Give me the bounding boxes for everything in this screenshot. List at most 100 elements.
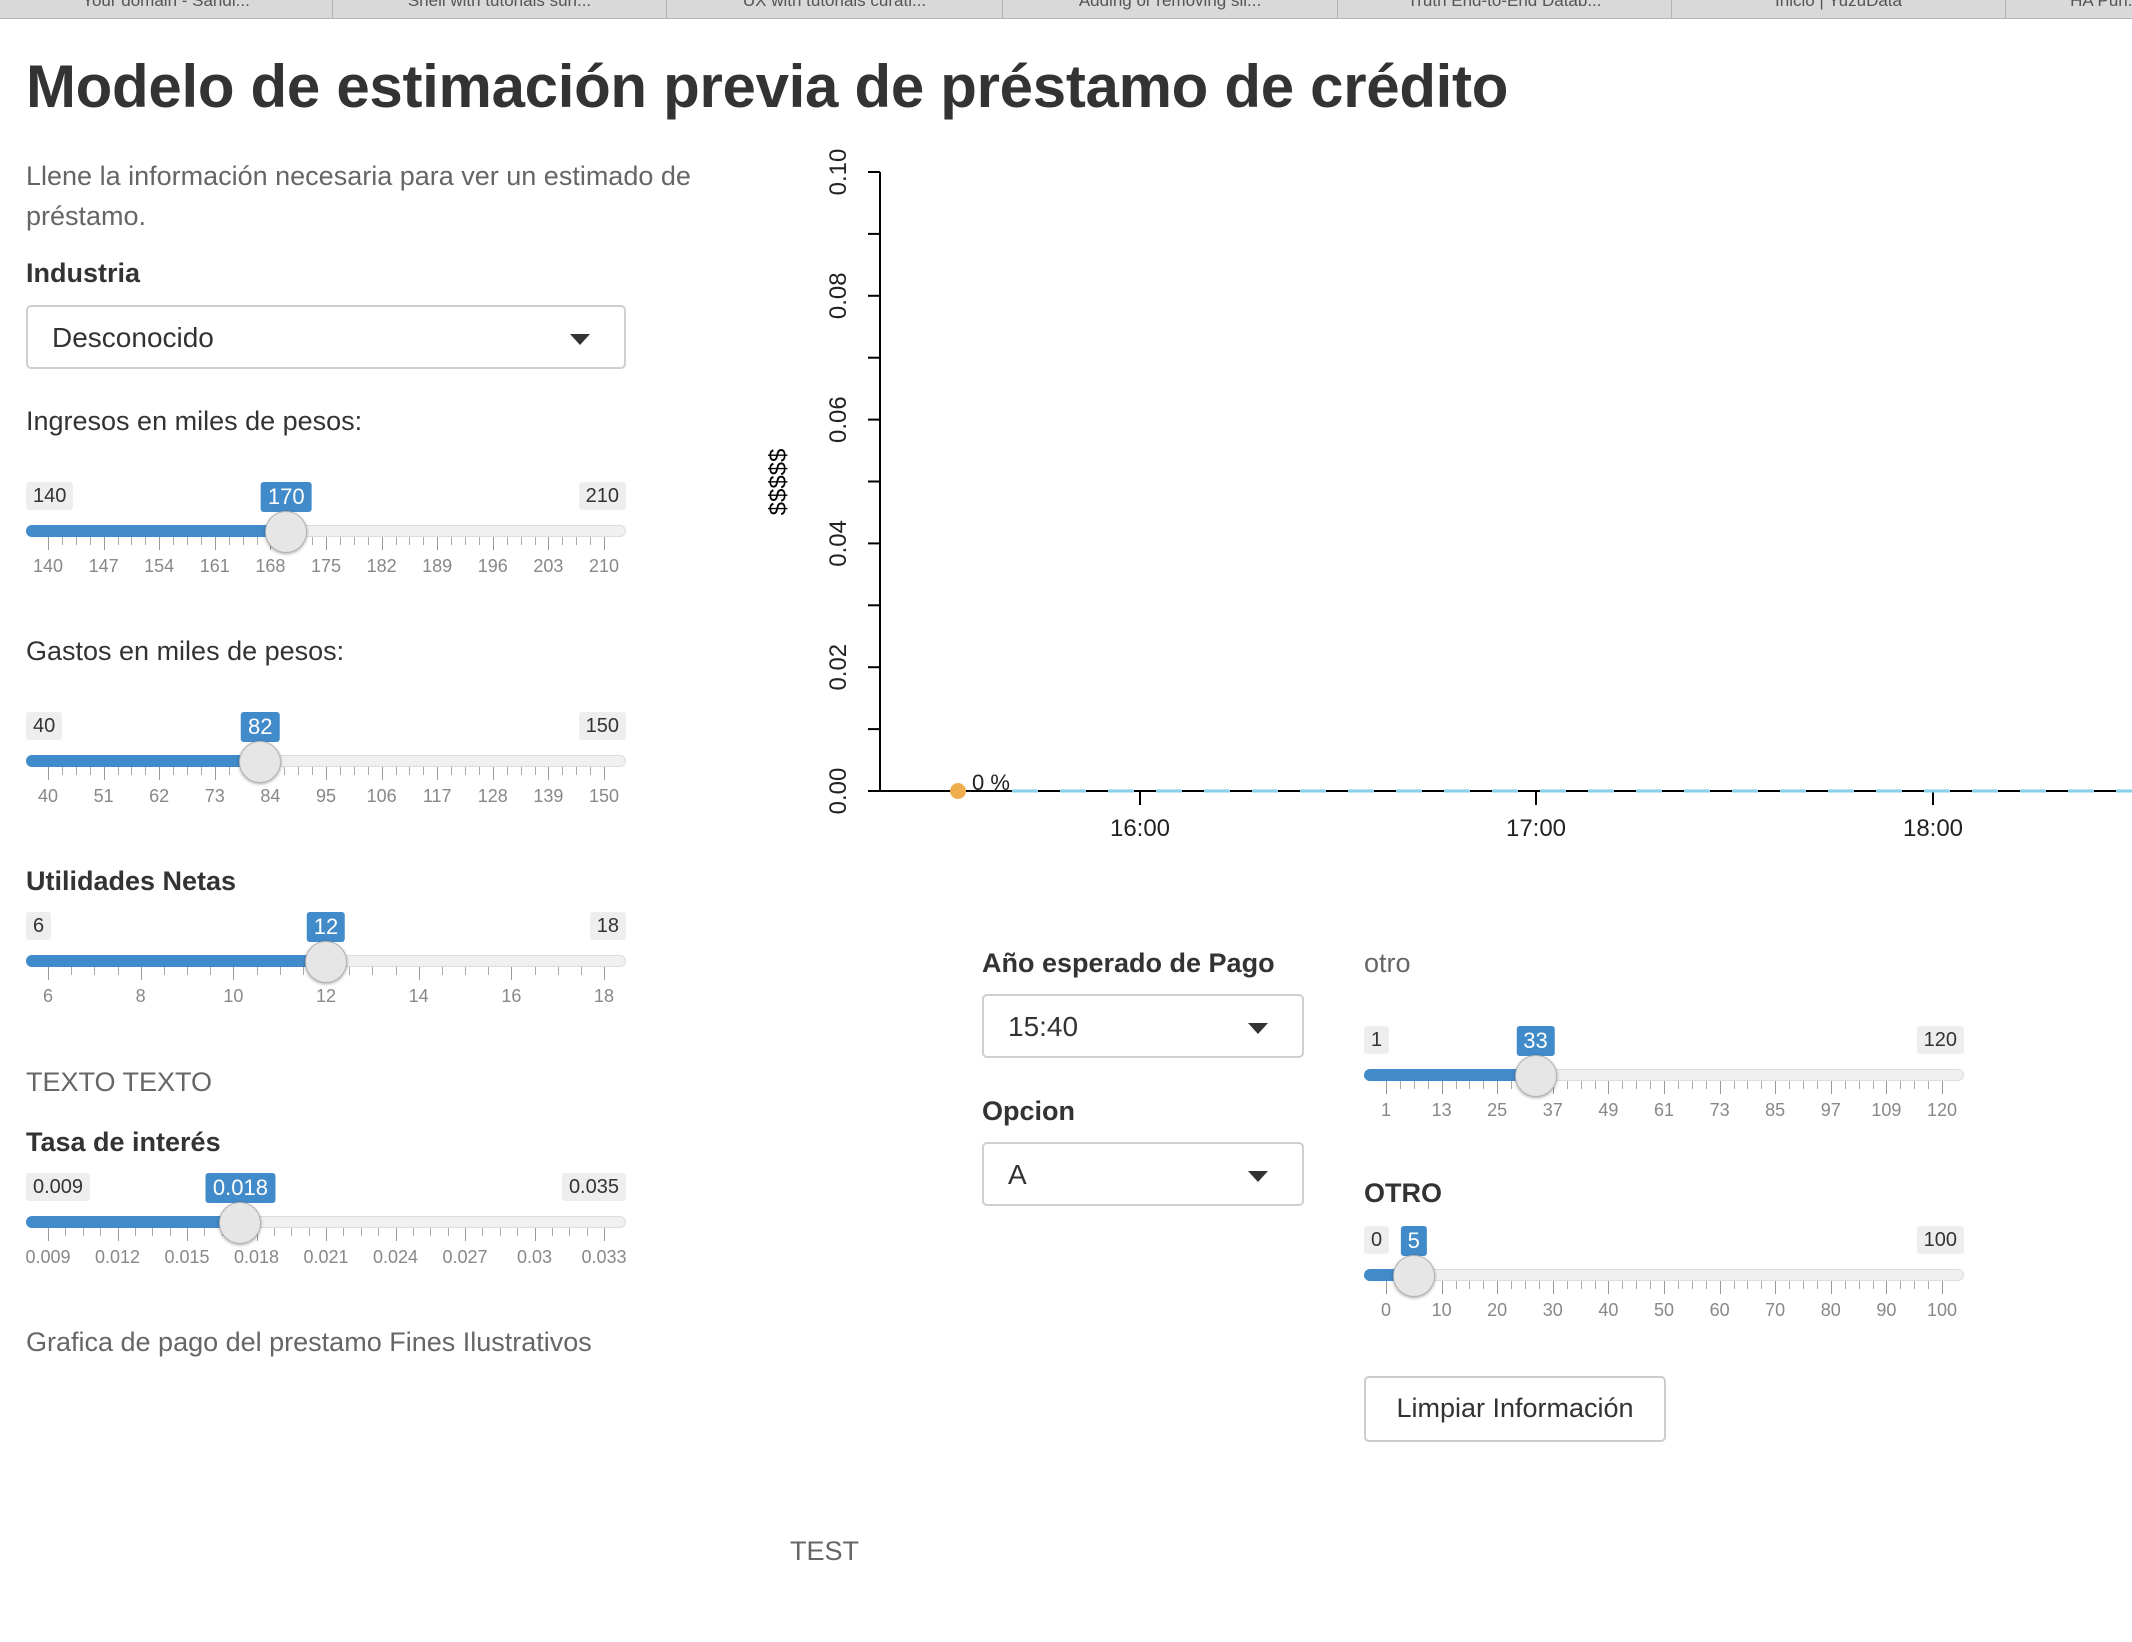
slider-minor-tick [1844,1281,1846,1289]
slider-minor-tick [1413,1081,1415,1089]
slider-handle[interactable] [1392,1255,1435,1297]
slider-minor-tick [1511,1081,1513,1089]
slider-major-tick [437,767,439,780]
slider-major-tick [1830,1081,1832,1094]
y-tick-label: 0.10 [825,149,852,196]
slider-tick-label: 0.018 [233,1247,280,1267]
slider-handle[interactable] [305,941,347,983]
slider-major-tick [1942,1081,1943,1094]
slider-minor-tick [590,537,592,545]
slider-minor-tick [576,537,578,545]
slider-track[interactable] [1364,1269,1964,1281]
slider-major-tick [395,1228,397,1241]
slider-major-tick [103,537,105,550]
y-tick-label: 0.08 [825,272,852,319]
slider-minor-tick [506,767,508,775]
slider-handle[interactable] [1514,1055,1557,1097]
slider-minor-tick [372,967,374,975]
slider-major-tick [492,767,494,780]
tasa-slider[interactable]: 0.009 0.012 0.015 0.018 0.021 0.024 0.027 0.03 0… [25,1173,627,1293]
slider-value-label: 0.018 [205,1173,275,1203]
browser-tab[interactable]: UX with tutorials curati... [667,0,1003,18]
anio-label: Año esperado de Pago [982,948,1275,978]
slider-tick-label: 0.024 [372,1247,419,1267]
slider-tick-label: 0.027 [442,1247,488,1267]
browser-tab[interactable]: Truth End-to-End Datab... [1338,0,1672,18]
slider-minor-tick [451,767,453,775]
otro-slider[interactable]: 1 13 25 37 49 61 73 85 97 109 120 1 120 33 [1364,1026,1964,1146]
slider-major-tick [1497,1081,1499,1094]
slider-minor-tick [451,537,453,545]
slider-minor-tick [339,537,341,545]
ingresos-slider[interactable]: 140 147 154 161 168 175 182 189 196 203 210 140 210 1… [26,482,626,602]
slider-minor-tick [284,767,286,775]
slider-minor-tick [1747,1081,1749,1089]
slider-minor-tick [134,1228,136,1236]
slider-handle[interactable] [265,511,308,553]
slider-major-tick [1608,1081,1610,1094]
slider-minor-tick [152,1228,154,1236]
ingresos-label: Ingresos en miles de pesos: [26,406,363,436]
slider-tick-label: 10 [223,986,244,1006]
slider-tick-label: 60 [1709,1300,1730,1320]
slider-value-label: 82 [241,712,280,742]
slider-tick-label: 0.03 [516,1247,553,1267]
slider-minor-tick [339,767,341,775]
opcion-select[interactable]: A [982,1142,1304,1206]
slider-tick-label: 51 [93,786,114,806]
slider-tick-label: 0.015 [164,1247,210,1267]
slider-tick-label: 25 [1487,1100,1508,1120]
slider-minor-tick [61,767,63,775]
grafica-note: Grafica de pago del prestamo Fines Ilust… [26,1327,592,1357]
gastos-slider[interactable]: 40 51 62 73 84 95 106 117 128 139 150 40 150 82 [26,712,626,832]
utilidades-slider[interactable]: 6 8 10 12 14 16 18 6 18 12 [26,912,626,1032]
y-tick-label: 0.04 [825,520,852,567]
browser-tab[interactable]: Inicio | YuzuData [1672,0,2006,18]
slider-minor-tick [1803,1081,1804,1089]
slider-minor-tick [378,1228,380,1236]
slider-fill [26,525,287,537]
slider-tick-label: 175 [310,556,342,576]
slider-minor-tick [520,537,522,545]
slider-minor-tick [482,1228,484,1236]
slider-handle[interactable] [219,1202,262,1244]
slider-minor-tick [395,767,397,775]
slider-major-tick [1775,1081,1777,1094]
browser-tab-strip: Your domain - Sandi... Shell with tutori… [0,0,2132,19]
browser-tab[interactable]: Your domain - Sandi... [0,0,333,18]
otro2-slider[interactable]: 0 10 20 30 40 50 60 70 80 90 100 0 100 5 [1364,1226,1964,1346]
otro2-label: OTRO [1364,1178,1442,1208]
slider-min-label: 0.009 [26,1173,91,1201]
slider-tick-label: 40 [1598,1300,1619,1320]
industria-select[interactable]: Desconocido [26,305,626,369]
slider-tick-label: 6 [42,986,54,1006]
slider-fill [26,955,326,967]
slider-major-tick [1497,1281,1499,1294]
slider-minor-tick [580,967,582,975]
slider-tick-label: 0.021 [303,1247,349,1267]
slider-minor-tick [1705,1281,1707,1289]
anio-select[interactable]: 15:40 [982,994,1304,1058]
slider-tick-label: 95 [315,786,337,806]
intro-text: Llene la información necesaria para ver … [26,161,691,231]
slider-minor-tick [71,967,73,975]
slider-minor-tick [1622,1281,1624,1289]
slider-value-label: 170 [260,482,312,512]
slider-minor-tick [163,967,165,975]
slider-minor-tick [204,1228,206,1236]
slider-major-tick [1608,1281,1610,1294]
industria-label: Industria [26,258,141,288]
slider-minor-tick [187,767,188,775]
browser-tab[interactable]: HA Pun... [2006,0,2132,18]
slider-handle[interactable] [239,741,282,783]
slider-tick-label: 8 [135,986,146,1006]
slider-tick-label: 73 [1709,1100,1730,1120]
slider-minor-tick [256,967,258,975]
slider-minor-tick [367,537,369,545]
slider-minor-tick [312,767,314,775]
limpiar-informacion-button[interactable]: Limpiar Información [1364,1376,1666,1442]
slider-ticks [1364,1281,1964,1297]
browser-tab[interactable]: Adding or removing sli... [1003,0,1338,18]
browser-tab[interactable]: Shell with tutorials sun... [333,0,667,18]
slider-tick-label: 13 [1431,1100,1452,1120]
